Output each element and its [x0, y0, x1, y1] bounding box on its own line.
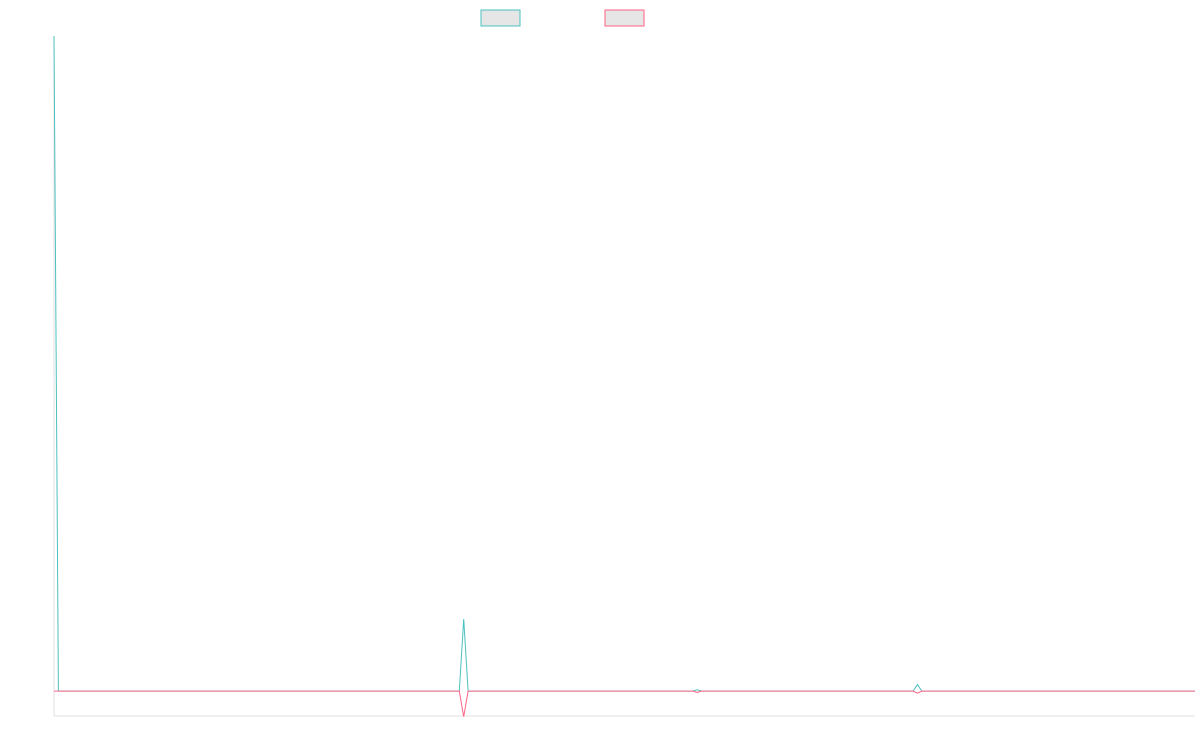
legend-swatch [480, 9, 521, 27]
series-line [53, 35, 1195, 692]
series-line [54, 690, 1195, 717]
legend-swatch [604, 9, 645, 27]
